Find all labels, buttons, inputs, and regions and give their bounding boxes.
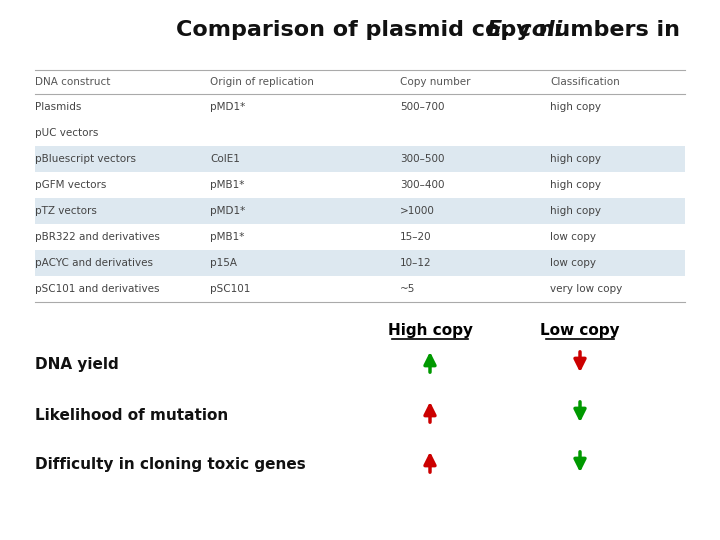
Text: pSC101: pSC101 (210, 284, 251, 294)
Text: pGFM vectors: pGFM vectors (35, 180, 107, 190)
Text: high copy: high copy (550, 206, 601, 216)
FancyBboxPatch shape (35, 198, 685, 224)
Text: pUC vectors: pUC vectors (35, 128, 99, 138)
Text: low copy: low copy (550, 258, 596, 268)
Text: Classification: Classification (550, 77, 620, 87)
Text: E. coli: E. coli (487, 20, 562, 40)
Text: Plasmids: Plasmids (35, 102, 81, 112)
Text: 15–20: 15–20 (400, 232, 431, 242)
Text: ColE1: ColE1 (210, 154, 240, 164)
Text: 10–12: 10–12 (400, 258, 431, 268)
Text: pBluescript vectors: pBluescript vectors (35, 154, 136, 164)
Text: p15A: p15A (210, 258, 237, 268)
Text: 300–500: 300–500 (400, 154, 444, 164)
Text: pBR322 and derivatives: pBR322 and derivatives (35, 232, 160, 242)
Text: Copy number: Copy number (400, 77, 470, 87)
Text: 300–400: 300–400 (400, 180, 444, 190)
FancyBboxPatch shape (35, 146, 685, 172)
Text: 500–700: 500–700 (400, 102, 444, 112)
Text: high copy: high copy (550, 154, 601, 164)
Text: very low copy: very low copy (550, 284, 622, 294)
Text: pACYC and derivatives: pACYC and derivatives (35, 258, 153, 268)
Text: pMB1*: pMB1* (210, 232, 244, 242)
Text: pTZ vectors: pTZ vectors (35, 206, 97, 216)
Text: ~5: ~5 (400, 284, 415, 294)
Text: Difficulty in cloning toxic genes: Difficulty in cloning toxic genes (35, 457, 306, 472)
Text: Comparison of plasmid copy numbers in: Comparison of plasmid copy numbers in (176, 20, 688, 40)
Text: DNA construct: DNA construct (35, 77, 110, 87)
Text: pMB1*: pMB1* (210, 180, 244, 190)
Text: >1000: >1000 (400, 206, 435, 216)
Text: low copy: low copy (550, 232, 596, 242)
Text: high copy: high copy (550, 180, 601, 190)
Text: pMD1*: pMD1* (210, 102, 246, 112)
Text: Origin of replication: Origin of replication (210, 77, 314, 87)
Text: DNA yield: DNA yield (35, 357, 119, 373)
FancyBboxPatch shape (35, 250, 685, 276)
Text: Comparison of plasmid copy numbers in E. coli: Comparison of plasmid copy numbers in E.… (66, 20, 654, 40)
Text: pMD1*: pMD1* (210, 206, 246, 216)
Text: Likelihood of mutation: Likelihood of mutation (35, 408, 228, 422)
Text: High copy: High copy (387, 322, 472, 338)
Text: Low copy: Low copy (540, 322, 620, 338)
Text: high copy: high copy (550, 102, 601, 112)
Text: pSC101 and derivatives: pSC101 and derivatives (35, 284, 160, 294)
